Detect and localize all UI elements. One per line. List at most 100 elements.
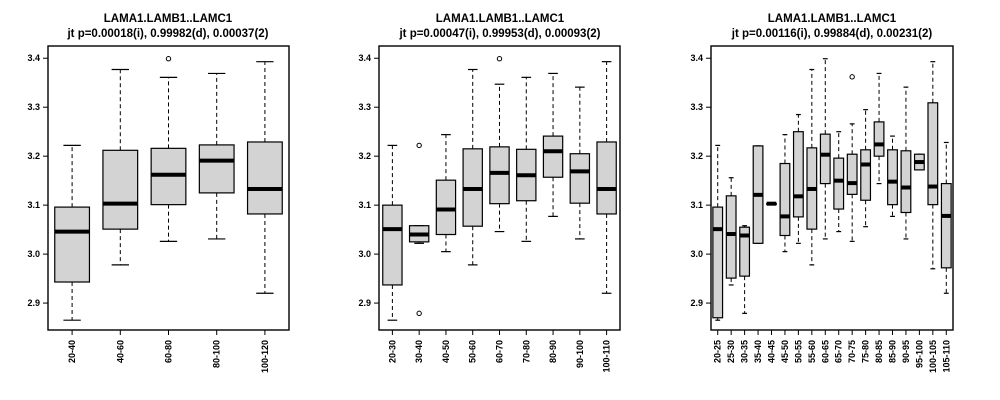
- box-iqr: [102, 149, 139, 230]
- chart-title-2: LAMA1.LAMB1..LAMC1: [436, 13, 565, 25]
- box-3: [150, 56, 187, 242]
- y-tick-label: 3.4: [27, 53, 40, 63]
- box-iqr: [596, 141, 617, 215]
- y-tick-label: 3.0: [690, 249, 703, 259]
- box-7: [792, 113, 804, 244]
- y-tick-label: 3.2: [690, 151, 703, 161]
- x-tick-label: 100-110: [602, 340, 612, 373]
- box-2: [408, 142, 430, 317]
- box-iqr: [382, 204, 403, 286]
- y-tick-label: 3.0: [358, 249, 371, 259]
- box-3: [435, 134, 457, 253]
- outlier-point: [416, 310, 422, 317]
- y-tick-label: 3.2: [358, 151, 371, 161]
- box-6: [779, 134, 791, 253]
- x-tick-label: 25-30: [726, 340, 736, 363]
- x-tick-label: 60-80: [164, 340, 174, 363]
- plot-frame: [710, 45, 954, 331]
- box-17: [927, 61, 939, 270]
- box-iqr: [873, 121, 885, 157]
- x-tick-label: 50-55: [793, 340, 803, 363]
- box-iqr: [435, 179, 457, 236]
- box-16: [913, 153, 925, 171]
- x-tick-label: 90-100: [575, 340, 585, 368]
- box-iqr: [792, 131, 804, 218]
- y-tick-label: 3.1: [358, 200, 371, 210]
- box-5: [246, 61, 283, 294]
- box-iqr: [900, 150, 912, 214]
- chart-subtitle-1: jt p=0.00018(i), 0.99982(d), 0.00037(2): [66, 28, 268, 40]
- y-tick-label: 3.4: [690, 53, 703, 63]
- box-iqr: [860, 149, 872, 201]
- box-2: [725, 177, 737, 286]
- box-iqr: [569, 153, 591, 204]
- box-iqr: [833, 157, 845, 210]
- chart-panel-1: LAMA1.LAMB1..LAMC1 jt p=0.00018(i), 0.99…: [27, 13, 290, 373]
- box-18: [940, 141, 952, 294]
- box-1: [54, 144, 91, 321]
- x-tick-label: 35-40: [753, 340, 763, 363]
- x-tick-label: 45-50: [780, 340, 790, 363]
- box-iqr: [940, 182, 952, 269]
- y-tick-label: 2.9: [358, 298, 371, 308]
- x-tick-label: 100-120: [260, 340, 270, 373]
- y-tick-label: 3.4: [358, 53, 371, 63]
- y-tick-label: 3.3: [690, 102, 703, 112]
- box-2: [102, 68, 139, 266]
- box-iqr: [712, 206, 724, 319]
- x-tick-label: 65-70: [834, 340, 844, 363]
- y-tick-label: 3.1: [690, 200, 703, 210]
- y-tick-label: 3.2: [27, 151, 40, 161]
- x-tick-label: 20-40: [67, 340, 77, 363]
- box-3: [739, 225, 751, 314]
- x-tick-label: 20-30: [387, 340, 397, 363]
- box-15: [900, 86, 912, 240]
- y-tick-label: 3.1: [27, 200, 40, 210]
- x-tick-label: 80-90: [548, 340, 558, 363]
- outlier-point: [165, 56, 172, 62]
- box-5: [489, 56, 510, 233]
- x-tick-label: 50-60: [468, 340, 478, 363]
- box-iqr: [927, 102, 939, 206]
- box-12: [860, 109, 872, 228]
- outlier-point: [849, 74, 855, 80]
- chart-subtitle-2: jt p=0.00047(i), 0.99953(d), 0.00093(2): [398, 28, 600, 40]
- x-tick-label: 55-60: [807, 340, 817, 363]
- box-6: [516, 76, 537, 242]
- box-7: [542, 72, 564, 217]
- box-iqr: [725, 195, 737, 279]
- x-tick-label: 80-100: [212, 340, 222, 368]
- box-iqr: [779, 162, 791, 237]
- y-tick-label: 2.9: [690, 298, 703, 308]
- box-iqr: [246, 141, 283, 215]
- box-8: [806, 68, 818, 266]
- box-iqr: [819, 133, 831, 185]
- box-iqr: [54, 206, 91, 283]
- x-tick-label: 80-85: [874, 340, 884, 363]
- y-tick-label: 3.3: [358, 102, 371, 112]
- box-9: [596, 61, 617, 294]
- box-iqr: [489, 146, 510, 205]
- x-tick-label: 20-25: [713, 340, 723, 363]
- y-tick-label: 2.9: [27, 298, 40, 308]
- x-tick-label: 40-45: [767, 340, 777, 363]
- plot-area-3: 2.9 3.0 3.1 3.2 3.3 3.4 20-25 25-30 30-35 35-40 40…: [690, 45, 954, 373]
- x-tick-label: 100-105: [928, 340, 938, 373]
- box-iqr: [887, 149, 898, 206]
- y-tick-label: 3.3: [27, 102, 40, 112]
- box-9: [819, 58, 831, 240]
- x-tick-label: 60-70: [495, 340, 505, 363]
- box-1: [712, 144, 724, 321]
- box-4: [462, 68, 483, 266]
- x-tick-label: 75-80: [861, 340, 871, 363]
- y-tick-label: 3.0: [27, 249, 40, 259]
- box-iqr: [846, 153, 858, 195]
- plot-area-1: 2.9 3.0 3.1 3.2 3.3 3.4 20-40 40-60 60-80 80-100 1…: [27, 45, 290, 373]
- x-tick-label: 105-110: [941, 340, 951, 373]
- chart-title-3: LAMA1.LAMB1..LAMC1: [768, 13, 897, 25]
- box-iqr: [739, 226, 751, 277]
- box-14: [887, 135, 898, 217]
- box-11: [846, 74, 858, 242]
- x-tick-label: 40-60: [115, 340, 125, 363]
